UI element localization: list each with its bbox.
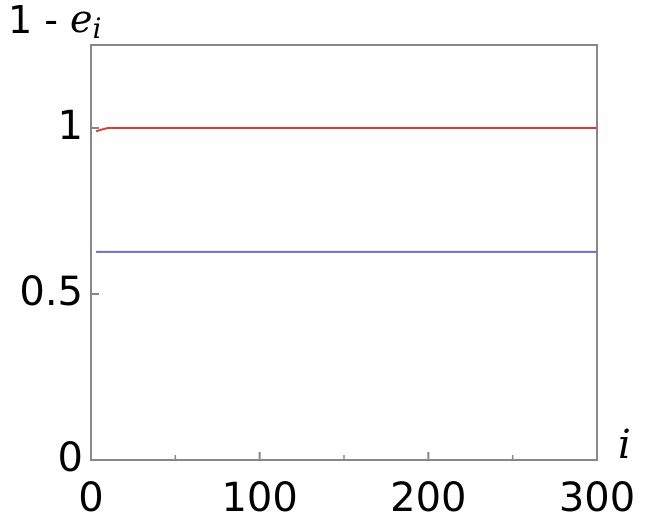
- y-label-prefix: 1 -: [8, 0, 70, 42]
- y-axis-label: 1 - ei: [8, 0, 102, 45]
- y-tick-label: 0.5: [19, 269, 83, 315]
- y-tick-label: 1: [58, 103, 83, 149]
- x-tick-label: 100: [221, 475, 297, 521]
- series-line: [95, 127, 597, 133]
- x-tick-label: 200: [390, 475, 466, 521]
- y-label-subscript: i: [93, 12, 102, 45]
- y-label-symbol: e: [70, 0, 93, 41]
- x-tick-label: 0: [78, 475, 103, 521]
- y-tick-label: 0: [58, 435, 83, 481]
- x-axis-label: i: [618, 422, 631, 468]
- x-tick-label: 300: [559, 475, 635, 521]
